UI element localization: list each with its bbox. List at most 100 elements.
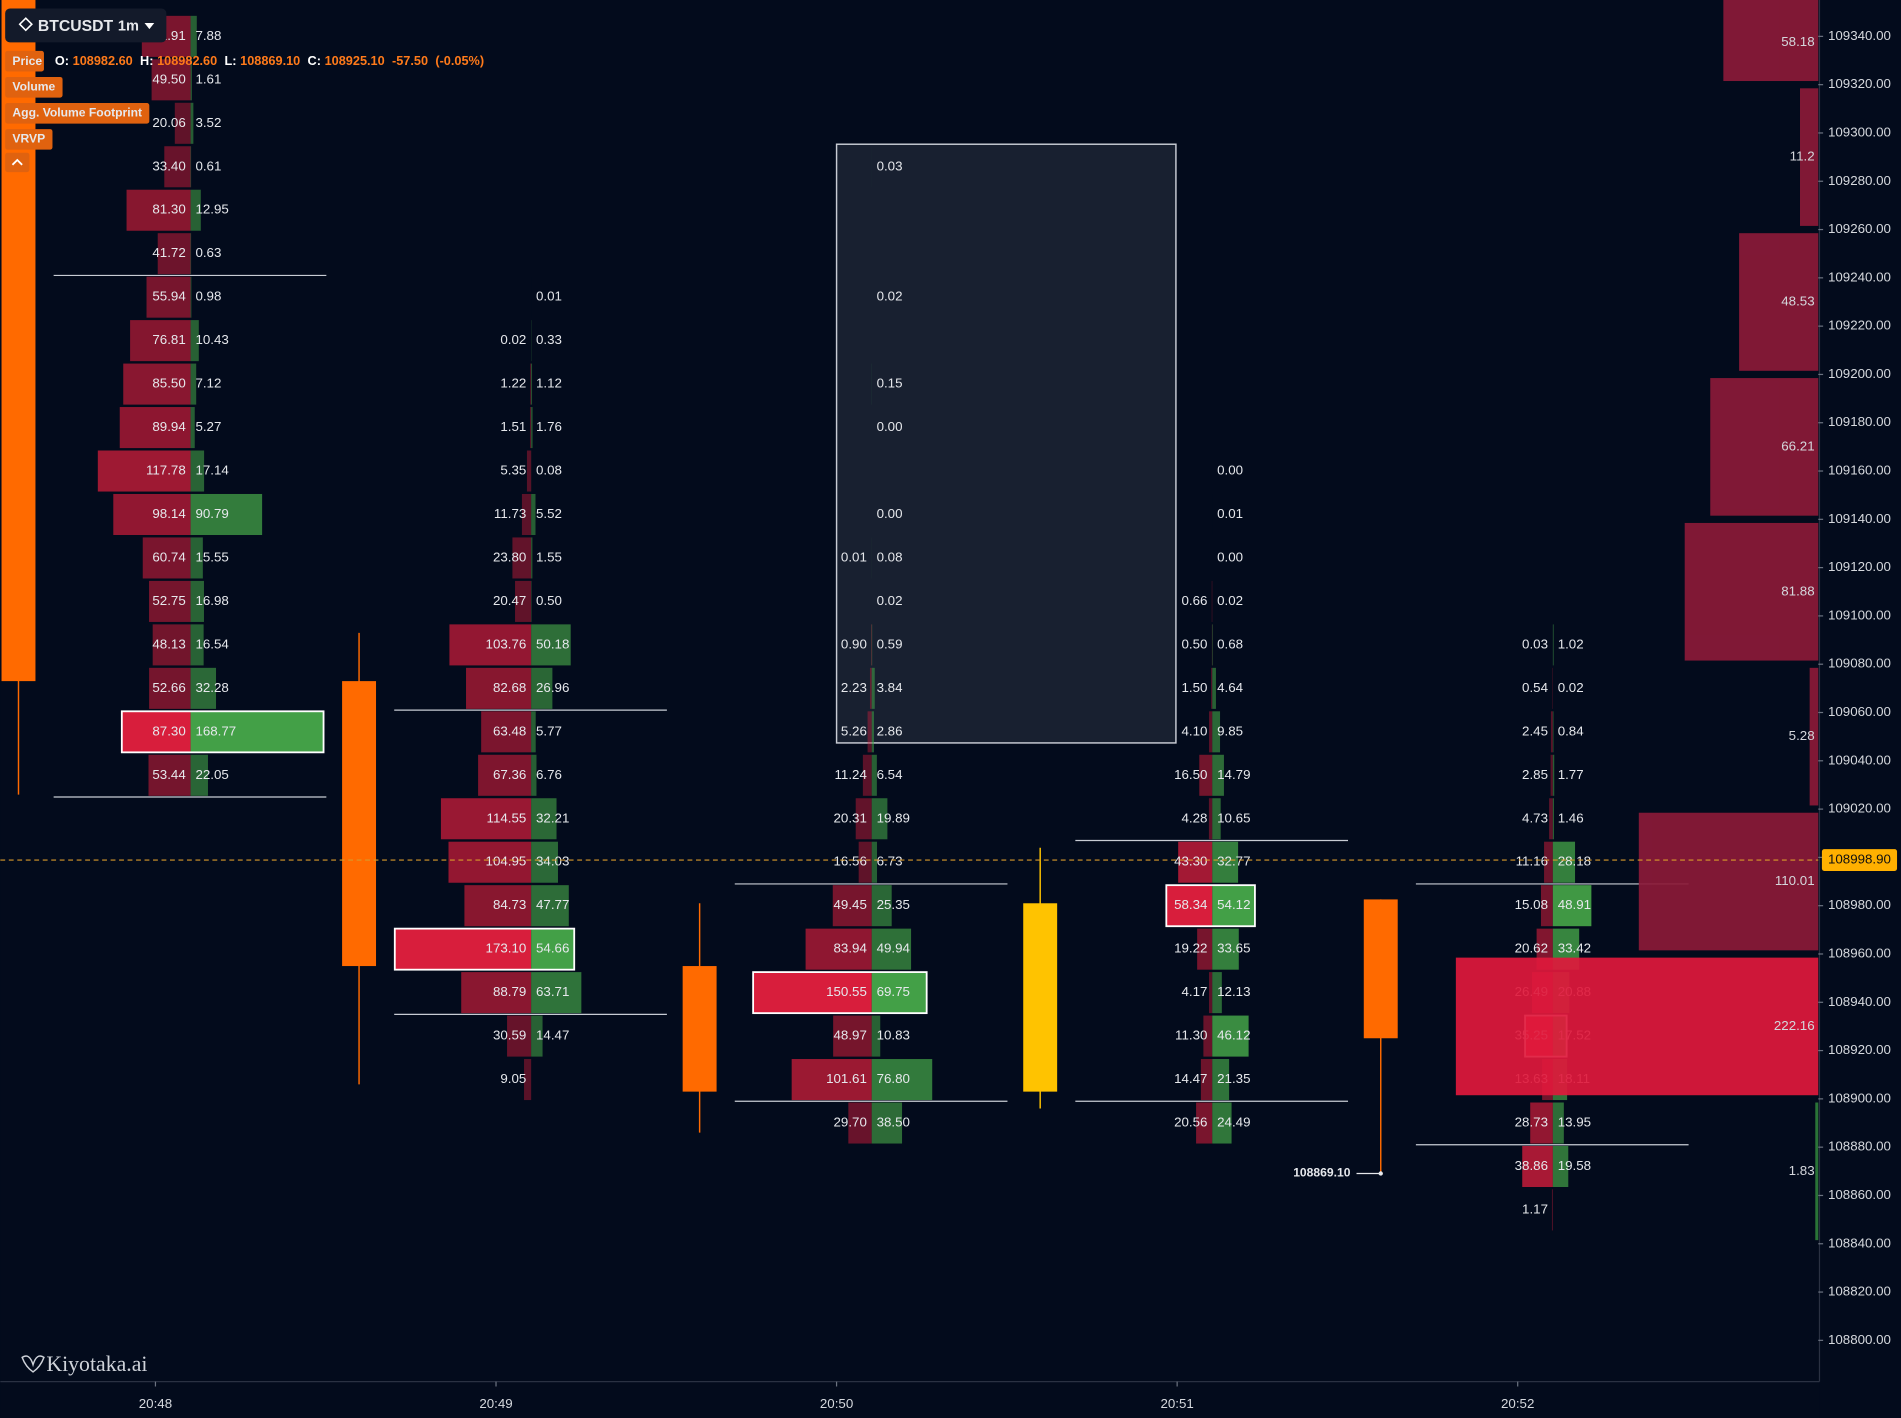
vrvp-bar <box>1739 233 1819 371</box>
buy-label: 0.98 <box>195 289 221 304</box>
buy-label: 0.00 <box>1217 549 1243 564</box>
buy-label: 0.02 <box>877 593 903 608</box>
buy-label: 2.86 <box>877 723 903 738</box>
buy-label: 76.80 <box>877 1071 910 1086</box>
sell-label: 4.28 <box>1181 810 1207 825</box>
buy-label: 1.02 <box>1558 636 1584 651</box>
sell-bar <box>867 711 872 753</box>
interval-caret[interactable] <box>144 23 155 30</box>
sell-bar <box>833 1015 872 1057</box>
sell-label: 4.17 <box>1181 984 1207 999</box>
sell-label: 4.73 <box>1522 810 1548 825</box>
watermark: Kiyotaka.ai <box>46 1352 147 1376</box>
candle-body <box>682 966 717 1092</box>
vrvp-label: 58.18 <box>1781 34 1814 49</box>
sell-label: 15.08 <box>1515 897 1548 912</box>
sell-bar <box>1178 841 1213 883</box>
buy-label: 0.61 <box>195 158 221 173</box>
candle-body <box>1363 899 1398 1039</box>
buy-bar <box>871 667 875 709</box>
buy-label: 16.98 <box>195 593 228 608</box>
current-price-label: 108998.90 <box>1828 852 1891 867</box>
buy-label: 33.65 <box>1217 941 1250 956</box>
sell-label: 0.66 <box>1181 593 1207 608</box>
price-tag[interactable] <box>5 50 44 72</box>
buy-bar <box>871 1059 933 1101</box>
sell-label: 82.68 <box>493 680 526 695</box>
sell-label: 49.45 <box>834 897 867 912</box>
buy-bar <box>1552 885 1592 927</box>
indicator-label: Agg. Volume Footprint <box>12 106 142 120</box>
sell-label: 23.80 <box>493 549 526 564</box>
buy-label: 6.73 <box>877 854 903 869</box>
sell-label: 11.30 <box>1175 1028 1207 1043</box>
buy-bar <box>531 972 582 1014</box>
buy-label: 54.66 <box>536 941 569 956</box>
buy-label: 5.77 <box>536 723 562 738</box>
ohlc-l-label: L: <box>224 53 236 68</box>
buy-label: 32.77 <box>1217 854 1250 869</box>
y-tick-label: 108900.00 <box>1828 1090 1891 1105</box>
vrvp-label: 11.2 <box>1790 149 1815 164</box>
buy-bar <box>190 59 192 101</box>
indicator-tag[interactable] <box>5 103 150 124</box>
buy-bar <box>1212 1015 1249 1057</box>
vrvp-label: 66.21 <box>1781 438 1814 453</box>
vrvp-bar <box>1815 1102 1819 1241</box>
sell-bar <box>126 189 191 231</box>
sell-bar <box>1522 1145 1553 1188</box>
sell-label: 20.56 <box>1174 1115 1207 1130</box>
y-tick-label: 108820.00 <box>1828 1284 1891 1299</box>
sell-bar <box>151 59 191 101</box>
poc-outline <box>752 971 928 1015</box>
buy-bar <box>1212 624 1213 666</box>
header: BTCUSDT 1m Price O: 108982.60 H: 108982.60 L… <box>5 8 484 173</box>
buy-bar <box>190 754 208 796</box>
time-label: 20:52 <box>1501 1396 1534 1411</box>
low-marker-label: 108869.10 <box>1293 1166 1351 1180</box>
y-tick-label: 109080.00 <box>1828 656 1891 671</box>
ohlc-change: -57.50 <box>392 53 428 68</box>
buy-bar <box>871 972 927 1014</box>
sell-label: 5.26 <box>841 723 867 738</box>
buy-label: 19.89 <box>877 810 910 825</box>
sell-label: 5.35 <box>500 463 526 478</box>
sell-label: 11.24 <box>834 767 867 782</box>
sell-bar <box>174 102 191 144</box>
ohlc-open: 108982.60 <box>73 53 133 68</box>
y-tick-label: 109040.00 <box>1828 752 1891 767</box>
buy-label: 69.75 <box>877 984 910 999</box>
sell-bar <box>113 493 191 536</box>
buy-bar <box>1552 754 1555 796</box>
y-tick-label: 108980.00 <box>1828 897 1891 912</box>
symbol-box[interactable] <box>5 8 167 43</box>
vrvp-bar <box>1723 0 1819 82</box>
sell-label: 16.50 <box>1174 767 1207 782</box>
sell-label: 85.50 <box>152 376 185 391</box>
y-tick-label: 108860.00 <box>1828 1187 1891 1202</box>
vrvp-label: 1.83 <box>1789 1163 1815 1178</box>
sell-label: 1.50 <box>1181 680 1207 695</box>
buy-label: 22.05 <box>195 767 228 782</box>
sell-label: 43.30 <box>1174 854 1207 869</box>
sell-bar <box>466 667 532 709</box>
sell-label: 98.14 <box>152 506 186 521</box>
sell-label: 48.97 <box>834 1028 867 1043</box>
indicator-tag[interactable] <box>5 129 53 150</box>
interval[interactable]: 1m <box>118 19 139 35</box>
sell-label: 4.10 <box>1181 723 1207 738</box>
buy-bar <box>190 493 263 536</box>
time-label: 20:48 <box>139 1396 172 1411</box>
candle-body <box>342 681 377 967</box>
buy-bar <box>1552 1102 1564 1144</box>
y-tick-label: 109240.00 <box>1828 269 1891 284</box>
indicator-tag[interactable] <box>5 76 63 98</box>
sell-bar <box>1211 580 1213 622</box>
sell-label: 103.76 <box>486 636 527 651</box>
time-label: 20:51 <box>1160 1396 1193 1411</box>
buy-bar <box>190 102 194 144</box>
buy-label: 32.28 <box>195 680 228 695</box>
collapse-button[interactable] <box>5 152 30 173</box>
buy-bar <box>871 841 878 883</box>
